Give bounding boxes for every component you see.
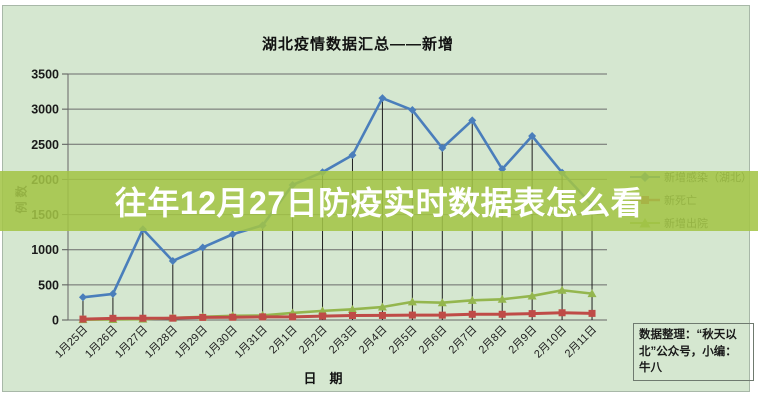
svg-text:2月1日: 2月1日 <box>267 324 300 357</box>
svg-text:3500: 3500 <box>31 68 59 82</box>
source-attribution-text: 数据整理：“秋天以北”公众号，小编：牛八 <box>639 329 737 375</box>
overlay-banner-text: 往年12月27日防疫实时数据表怎么看 <box>114 185 644 221</box>
svg-text:0: 0 <box>52 314 59 328</box>
svg-text:2月10日: 2月10日 <box>532 324 569 361</box>
line-chart: 05001000150020002500300035001月25日1月26日1月… <box>31 68 607 361</box>
svg-text:2月6日: 2月6日 <box>417 324 450 357</box>
svg-text:1月26日: 1月26日 <box>83 324 120 361</box>
svg-text:1月25日: 1月25日 <box>53 324 90 361</box>
svg-text:2月4日: 2月4日 <box>357 324 390 357</box>
svg-text:2月11日: 2月11日 <box>563 324 599 360</box>
svg-text:2500: 2500 <box>31 138 59 152</box>
svg-text:2月2日: 2月2日 <box>297 324 330 357</box>
svg-text:1月29日: 1月29日 <box>173 324 210 361</box>
x-axis-labels: 1月25日1月26日1月27日1月28日1月29日1月30日1月31日2月1日2… <box>53 324 599 361</box>
svg-text:2月3日: 2月3日 <box>327 324 360 357</box>
svg-text:2月5日: 2月5日 <box>387 324 420 357</box>
x-axis-title: 日 期 <box>303 371 343 386</box>
series-1 <box>79 309 596 323</box>
chart-title: 湖北疫情数据汇总——新增 <box>261 36 454 53</box>
svg-text:3000: 3000 <box>31 103 59 117</box>
svg-text:2月7日: 2月7日 <box>447 324 480 357</box>
svg-text:1000: 1000 <box>31 243 59 257</box>
svg-text:500: 500 <box>38 278 59 292</box>
svg-text:1月27日: 1月27日 <box>113 324 150 361</box>
source-attribution-box: 数据整理：“秋天以北”公众号，小编：牛八 <box>633 323 754 382</box>
overlay-banner: 往年12月27日防疫实时数据表怎么看 <box>0 171 758 231</box>
svg-text:1月30日: 1月30日 <box>203 324 240 361</box>
svg-text:1月31日: 1月31日 <box>233 324 270 361</box>
svg-text:1月28日: 1月28日 <box>143 324 180 361</box>
svg-text:2月8日: 2月8日 <box>477 324 510 357</box>
